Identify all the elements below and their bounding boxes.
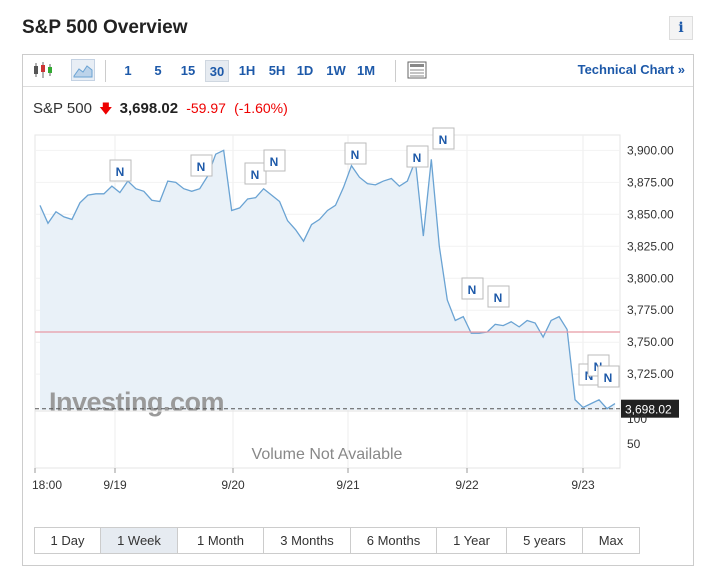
news-marker[interactable] bbox=[461, 277, 484, 300]
y-tick-label: 3,850.00 bbox=[627, 207, 674, 221]
interval-1m[interactable]: 1M bbox=[356, 63, 376, 78]
x-tick-label: 9/19 bbox=[103, 478, 127, 492]
price-change: -59.97 bbox=[186, 100, 226, 116]
news-marker[interactable] bbox=[344, 142, 367, 165]
x-tick-label: 18:00 bbox=[32, 478, 62, 492]
interval-1h[interactable]: 1H bbox=[238, 63, 256, 78]
news-marker[interactable] bbox=[487, 285, 510, 308]
y-tick-label: 3,825.00 bbox=[627, 239, 674, 253]
range-1-day[interactable]: 1 Day bbox=[35, 528, 101, 553]
current-price-box bbox=[621, 399, 679, 418]
news-marker-label: N bbox=[604, 371, 613, 385]
range-5-years[interactable]: 5 years bbox=[507, 528, 583, 553]
instrument-name: S&P 500 bbox=[33, 100, 92, 117]
range-1-month[interactable]: 1 Month bbox=[178, 528, 264, 553]
candlestick-icon[interactable] bbox=[31, 59, 55, 81]
news-marker-label: N bbox=[351, 148, 360, 162]
page-title: S&P 500 Overview bbox=[22, 17, 188, 38]
news-marker[interactable] bbox=[109, 159, 132, 182]
x-tick-label: 9/23 bbox=[571, 478, 595, 492]
x-tick-label: 9/20 bbox=[221, 478, 245, 492]
quote-line: S&P 500 🡇 3,698.02 -59.97 (-1.60%) bbox=[33, 100, 288, 122]
news-marker[interactable] bbox=[406, 145, 429, 168]
news-marker-label: N bbox=[439, 133, 448, 147]
interval-5[interactable]: 5 bbox=[154, 63, 162, 78]
price-chart[interactable]: 3,900.00 3,875.00 3,850.00 3,825.00 3,800.00… bbox=[23, 55, 693, 515]
news-marker-label: N bbox=[494, 291, 503, 305]
news-marker[interactable] bbox=[190, 154, 213, 177]
chart-panel: 1 5 15 30 1H 5H 1D 1W 1M Technical Chart » S&P 5… bbox=[22, 54, 694, 566]
x-tick-label: 9/21 bbox=[336, 478, 360, 492]
news-marker-label: N bbox=[270, 155, 279, 169]
current-price-label: 3,698.02 bbox=[625, 403, 672, 417]
info-button[interactable]: i bbox=[669, 16, 693, 40]
range-max[interactable]: Max bbox=[598, 533, 624, 548]
range-1-year[interactable]: 1 Year bbox=[437, 528, 507, 553]
last-price: 3,698.02 bbox=[119, 100, 179, 117]
interval-15[interactable]: 15 bbox=[180, 63, 196, 78]
volume-tick-label: 100 bbox=[627, 412, 647, 426]
area-chart-icon[interactable] bbox=[71, 59, 95, 81]
price-area bbox=[40, 150, 615, 410]
down-arrow-icon: 🡇 bbox=[99, 101, 113, 116]
news-marker-label: N bbox=[413, 151, 422, 165]
technical-chart-link[interactable]: Technical Chart » bbox=[577, 62, 685, 77]
volume-tick-label: 50 bbox=[627, 437, 641, 451]
interval-5h[interactable]: 5H bbox=[268, 63, 286, 78]
y-tick-label: 3,725.00 bbox=[627, 367, 674, 381]
interval-1[interactable]: 1 bbox=[124, 63, 132, 78]
news-marker-label: N bbox=[251, 168, 260, 182]
range-selector: 1 Day 1 Week 1 Month 3 Months 6 Months 1 Year… bbox=[34, 527, 640, 554]
table-view-icon[interactable] bbox=[405, 59, 429, 81]
price-change-percent: (-1.60%) bbox=[234, 100, 288, 116]
volume-unavailable-message: Volume Not Available bbox=[252, 446, 403, 463]
y-tick-label: 3,750.00 bbox=[627, 335, 674, 349]
chart-toolbar: 1 5 15 30 1H 5H 1D 1W 1M Technical Chart » bbox=[23, 55, 693, 87]
y-tick-label: 3,775.00 bbox=[627, 303, 674, 317]
news-marker[interactable] bbox=[432, 127, 455, 150]
news-marker[interactable] bbox=[244, 162, 267, 185]
news-marker-label: N bbox=[116, 165, 125, 179]
y-tick-label: 3,800.00 bbox=[627, 271, 674, 285]
interval-1w[interactable]: 1W bbox=[326, 63, 346, 78]
x-tick-label: 9/22 bbox=[455, 478, 479, 492]
news-marker[interactable] bbox=[263, 149, 286, 172]
interval-1d[interactable]: 1D bbox=[296, 63, 314, 78]
news-marker[interactable] bbox=[597, 365, 620, 388]
investing-watermark: Investing.com bbox=[49, 387, 224, 417]
news-marker-label: N bbox=[197, 160, 206, 174]
range-1-week[interactable]: 1 Week bbox=[101, 528, 178, 553]
range-3-months[interactable]: 3 Months bbox=[264, 528, 351, 553]
interval-30[interactable]: 30 bbox=[205, 60, 229, 82]
y-tick-label: 3,900.00 bbox=[627, 143, 674, 157]
news-marker-label: N bbox=[468, 283, 477, 297]
y-tick-label: 3,875.00 bbox=[627, 175, 674, 189]
range-6-months[interactable]: 6 Months bbox=[351, 528, 437, 553]
price-line bbox=[39, 149, 616, 410]
